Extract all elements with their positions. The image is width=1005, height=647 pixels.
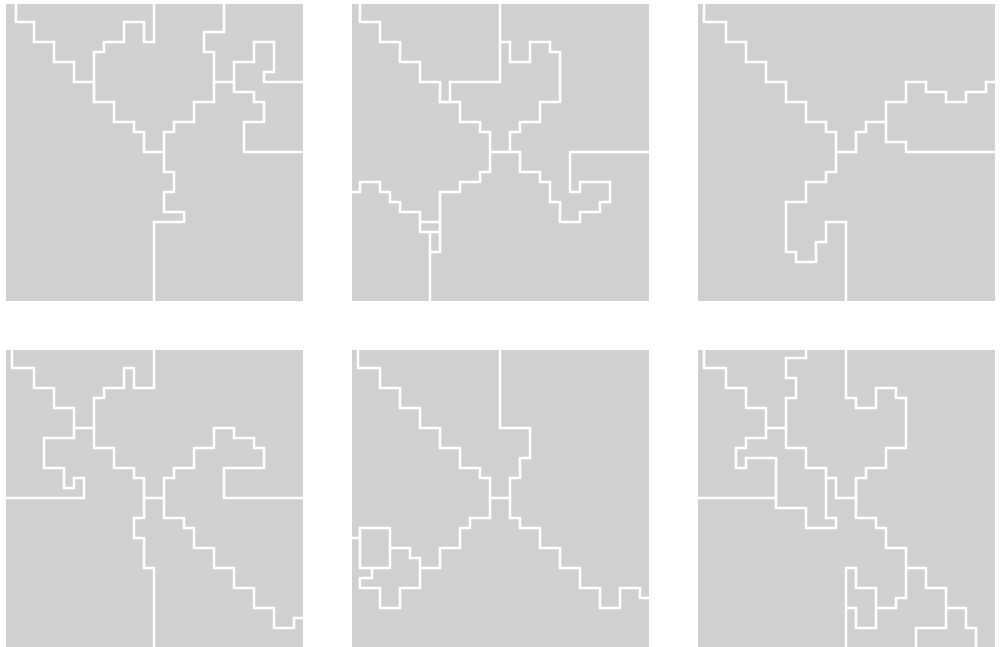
partition-panel-2 <box>352 4 649 301</box>
partition-panel-3 <box>698 4 995 301</box>
region-boundaries <box>352 350 649 610</box>
region-boundaries <box>698 350 978 647</box>
partition-panel-4 <box>6 350 303 647</box>
region-boundaries <box>352 4 649 301</box>
region-boundaries <box>6 350 303 647</box>
region-boundaries <box>702 4 995 301</box>
region-boundaries <box>14 4 303 301</box>
partition-panel-1 <box>6 4 303 301</box>
partition-panel-6 <box>698 350 995 647</box>
partition-panel-5 <box>352 350 649 647</box>
